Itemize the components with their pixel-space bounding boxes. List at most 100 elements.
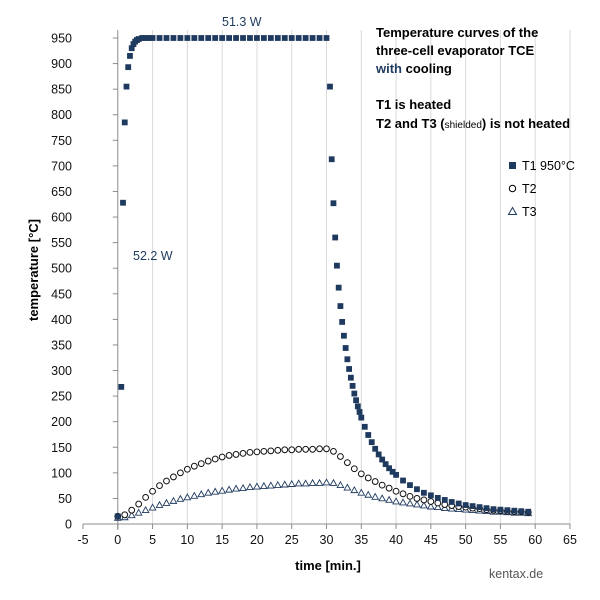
t2-point bbox=[211, 455, 219, 463]
x-tick-label: 5 bbox=[149, 533, 156, 547]
t1-point bbox=[316, 35, 323, 41]
t3-point bbox=[419, 501, 428, 509]
t2-point bbox=[232, 451, 240, 458]
t1-point bbox=[121, 119, 128, 126]
t1-point bbox=[414, 486, 420, 493]
t2-point bbox=[392, 487, 400, 495]
x-axis-title: time [min.] bbox=[295, 558, 361, 573]
t1-point bbox=[347, 374, 354, 381]
t1-point bbox=[274, 35, 281, 41]
title-line-2: three-cell evaporator TCE bbox=[376, 43, 535, 58]
axes: -5 0 5 10 15 20 25 30 35 40 45 50 55 60 65050100150200… bbox=[51, 30, 577, 547]
t3-point bbox=[176, 494, 185, 502]
chart-title: Temperature curves of the three-cell eva… bbox=[375, 25, 570, 131]
t1-point bbox=[295, 35, 302, 41]
title-line-5: T2 and T3 (shielded) is not heated bbox=[376, 116, 570, 131]
t1-point bbox=[504, 507, 511, 514]
legend-marker-square bbox=[509, 162, 516, 169]
y-tick-label: 750 bbox=[51, 134, 72, 148]
t1-point bbox=[483, 505, 490, 512]
t2-point bbox=[128, 506, 136, 514]
t1-point bbox=[353, 397, 359, 404]
t1-point bbox=[407, 482, 413, 489]
t3-point bbox=[308, 478, 317, 486]
t1-point bbox=[441, 497, 448, 503]
t2-point bbox=[197, 460, 205, 468]
t1-point bbox=[462, 502, 469, 508]
x-tick-label: 20 bbox=[250, 533, 264, 547]
t2-point bbox=[434, 499, 442, 507]
t1-point bbox=[511, 507, 518, 514]
x-tick-label: 55 bbox=[493, 533, 507, 547]
t1-point bbox=[332, 234, 339, 241]
t1-point bbox=[525, 508, 532, 515]
t2-point bbox=[281, 446, 289, 454]
y-tick-label: 150 bbox=[51, 441, 72, 455]
legend-item-t3: T3 bbox=[507, 205, 537, 219]
t1-point bbox=[349, 382, 356, 389]
t1-point bbox=[328, 156, 335, 163]
t3-point bbox=[134, 508, 143, 516]
t2-point bbox=[350, 465, 358, 473]
t1-point bbox=[205, 35, 212, 41]
grid bbox=[152, 30, 571, 524]
t1-point bbox=[163, 35, 170, 41]
t3-point bbox=[287, 479, 296, 487]
t2-point bbox=[420, 496, 428, 504]
y-tick-label: 50 bbox=[58, 492, 72, 506]
legend-label-t1: T1 950°C bbox=[522, 159, 575, 173]
t1-point bbox=[233, 35, 239, 41]
t1-point bbox=[330, 200, 337, 207]
x-tick-label: 50 bbox=[459, 533, 473, 547]
t1-point bbox=[455, 500, 462, 507]
title-cooling: cooling bbox=[402, 61, 452, 76]
y-tick-label: 100 bbox=[51, 466, 72, 480]
t1-point bbox=[372, 445, 379, 452]
t3-point bbox=[246, 482, 254, 491]
t3-point bbox=[336, 480, 345, 488]
t2-point bbox=[218, 453, 226, 461]
t2-point bbox=[427, 498, 435, 505]
t2-point bbox=[260, 447, 268, 455]
t1-point bbox=[340, 332, 347, 339]
legend-label-t2: T2 bbox=[522, 182, 537, 196]
t1-point bbox=[142, 35, 149, 41]
t1-point bbox=[118, 383, 125, 390]
t1-point bbox=[365, 432, 372, 438]
t1-point bbox=[344, 356, 351, 363]
x-tick-label: 15 bbox=[215, 533, 229, 547]
t3-point bbox=[406, 499, 414, 507]
t1-point bbox=[184, 35, 191, 41]
t3-point bbox=[183, 493, 192, 501]
t2-point bbox=[190, 462, 198, 470]
t1-point bbox=[375, 451, 382, 458]
t1-point bbox=[323, 35, 330, 41]
t2-point bbox=[253, 448, 261, 456]
legend-label-t3: T3 bbox=[522, 205, 537, 219]
t1-point bbox=[139, 35, 146, 41]
y-tick-label: 300 bbox=[51, 364, 72, 378]
t2-point bbox=[295, 445, 303, 453]
t2-point bbox=[121, 511, 129, 519]
t1-point bbox=[354, 403, 361, 410]
t1-point bbox=[337, 303, 344, 309]
t1-point bbox=[356, 409, 363, 415]
t1-point bbox=[334, 262, 340, 269]
t3-point bbox=[280, 480, 289, 488]
t2-point bbox=[267, 447, 275, 455]
t2-point bbox=[288, 446, 296, 454]
t3-point bbox=[204, 488, 213, 496]
title-line-5-b: ) is not heated bbox=[482, 116, 570, 131]
title-line-1: Temperature curves of the bbox=[376, 25, 538, 40]
t2-point bbox=[225, 452, 233, 459]
watermark-text: kentax.de bbox=[489, 567, 543, 581]
t1-point bbox=[170, 35, 177, 41]
title-with: with bbox=[375, 61, 402, 76]
t3-point bbox=[266, 481, 275, 489]
t3-point bbox=[399, 498, 407, 506]
t3-point bbox=[329, 478, 338, 486]
annotation-left-power: 52.2 W bbox=[133, 249, 173, 263]
t3-point bbox=[322, 478, 331, 486]
t3-point bbox=[169, 496, 178, 504]
